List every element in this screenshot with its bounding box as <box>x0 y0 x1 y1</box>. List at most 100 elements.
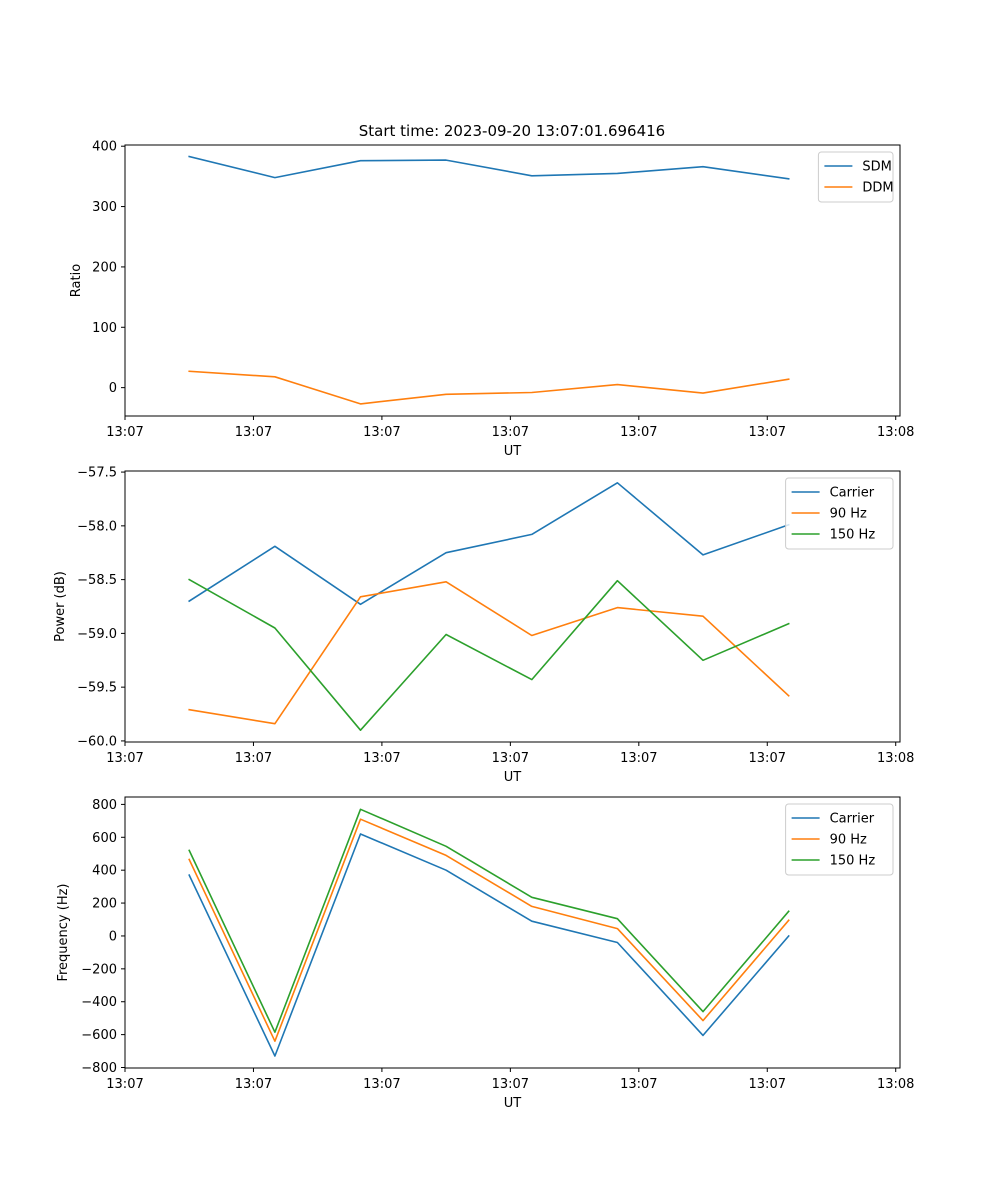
data-point <box>445 159 447 161</box>
y-tick-label: −59.5 <box>77 681 117 696</box>
data-point <box>274 546 276 548</box>
legend-label: DDM <box>862 181 893 196</box>
data-point <box>188 156 190 158</box>
data-point <box>360 818 362 820</box>
x-tick-label: 13:07 <box>492 425 529 440</box>
x-tick-label: 13:07 <box>620 425 657 440</box>
x-tick-label: 13:07 <box>235 1077 272 1092</box>
legend-label: Carrier <box>830 486 875 501</box>
y-tick-label: 200 <box>92 897 117 912</box>
data-point <box>188 709 190 711</box>
x-tick-label: 13:08 <box>877 425 914 440</box>
data-point <box>445 869 447 871</box>
x-tick-label: 13:07 <box>363 425 400 440</box>
series-line-90-hz <box>188 580 790 725</box>
power-panel: 13:07 13:07 13:07 13:07 13:07 13:07 13:08 −60.0… <box>53 466 914 785</box>
plot-area <box>124 144 901 417</box>
data-point <box>360 809 362 811</box>
y-tick-label: 100 <box>92 321 117 336</box>
data-point <box>531 897 533 899</box>
x-tick-label: 13:07 <box>749 751 786 766</box>
y-tick-label: −200 <box>81 962 117 977</box>
x-tick-label: 13:07 <box>749 425 786 440</box>
data-point <box>617 384 619 386</box>
x-tick-label: 13:07 <box>492 751 529 766</box>
data-point <box>531 175 533 177</box>
data-point <box>274 177 276 179</box>
data-point <box>274 627 276 629</box>
data-point <box>617 942 619 944</box>
data-point <box>702 554 704 556</box>
data-point <box>445 846 447 848</box>
y-tick-label: 600 <box>92 831 117 846</box>
data-point <box>188 579 190 581</box>
y-tick-label: −58.5 <box>77 573 117 588</box>
series-line-carrier <box>188 481 790 606</box>
data-point <box>360 160 362 162</box>
x-tick-label: 13:07 <box>492 1077 529 1092</box>
legend: Carrier 90 Hz 150 Hz <box>785 803 894 876</box>
data-point <box>188 850 190 852</box>
x-tick-label: 13:07 <box>363 1077 400 1092</box>
legend-label: 90 Hz <box>830 833 867 848</box>
data-point <box>531 635 533 637</box>
x-tick-label: 13:07 <box>363 751 400 766</box>
data-point <box>702 660 704 662</box>
y-tick-label: 400 <box>92 864 117 879</box>
data-point <box>188 859 190 861</box>
y-tick-label: −60.0 <box>77 734 117 749</box>
plot-area <box>124 796 901 1069</box>
data-point <box>274 1055 276 1057</box>
data-point <box>445 634 447 636</box>
data-point <box>360 833 362 835</box>
data-point <box>531 534 533 536</box>
x-tick-label: 13:08 <box>877 1077 914 1092</box>
series-line-sdm <box>188 155 790 180</box>
data-point <box>360 403 362 405</box>
x-tick-label: 13:08 <box>877 751 914 766</box>
legend-label: 150 Hz <box>830 854 876 869</box>
x-tick-label: 13:07 <box>235 425 272 440</box>
series-line-150-hz <box>188 808 790 1033</box>
chart-title: Start time: 2023-09-20 13:07:01.696416 <box>359 122 665 140</box>
data-point <box>617 928 619 930</box>
legend-label: SDM <box>862 160 891 175</box>
data-point <box>617 580 619 582</box>
data-point <box>274 1040 276 1042</box>
x-tick-label: 13:07 <box>620 1077 657 1092</box>
data-point <box>702 392 704 394</box>
legend: Carrier 90 Hz 150 Hz <box>785 477 894 550</box>
x-tick-label: 13:07 <box>749 1077 786 1092</box>
legend-label: Carrier <box>830 812 875 827</box>
data-point <box>617 482 619 484</box>
legend-box <box>817 151 894 203</box>
y-axis-label: Frequency (Hz) <box>56 883 71 981</box>
data-point <box>445 581 447 583</box>
data-point <box>702 1011 704 1013</box>
legend-box <box>785 803 894 876</box>
data-point <box>445 552 447 554</box>
x-tick-label: 13:07 <box>106 751 143 766</box>
data-point <box>531 906 533 908</box>
data-point <box>702 1035 704 1037</box>
y-tick-label: 200 <box>92 260 117 275</box>
y-tick-label: 0 <box>109 929 117 944</box>
x-axis-label: UT <box>504 1096 522 1111</box>
series-line-carrier <box>188 833 790 1057</box>
y-axis-label: Power (dB) <box>53 571 68 642</box>
legend: SDM DDM <box>817 151 894 203</box>
series-line-ddm <box>188 370 790 405</box>
data-point <box>445 394 447 396</box>
x-tick-label: 13:07 <box>106 1077 143 1092</box>
y-tick-label: −59.0 <box>77 627 117 642</box>
data-point <box>360 729 362 731</box>
series-line-90-hz <box>188 818 790 1042</box>
data-point <box>188 600 190 602</box>
data-point <box>617 173 619 175</box>
y-tick-label: −600 <box>81 1028 117 1043</box>
x-axis-label: UT <box>504 770 522 785</box>
data-point <box>788 920 790 922</box>
data-point <box>274 1031 276 1033</box>
data-point <box>531 392 533 394</box>
y-tick-label: 800 <box>92 798 117 813</box>
